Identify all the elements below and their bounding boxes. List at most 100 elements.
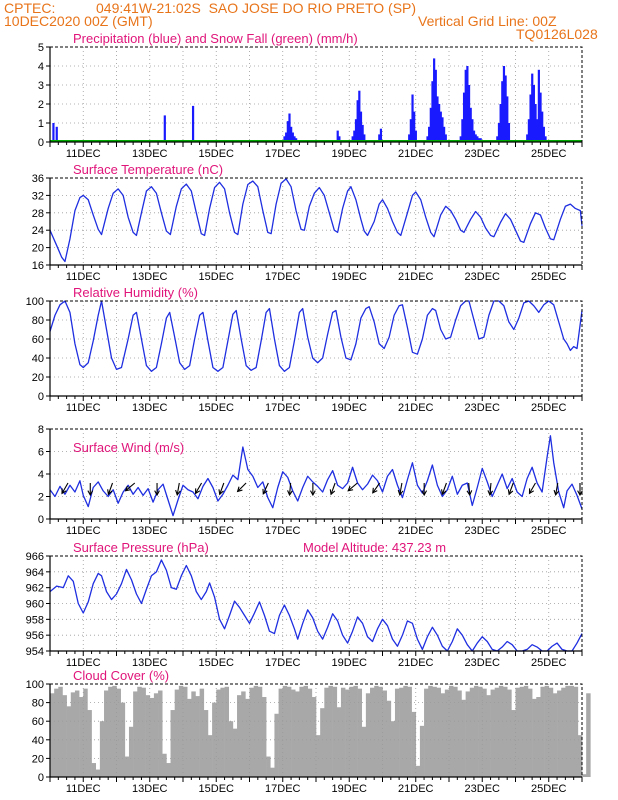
precip-bar (506, 96, 509, 142)
cloud-bar (299, 686, 304, 777)
x-tick-label: 21DEC (398, 657, 434, 669)
precip-bar (537, 69, 540, 142)
y-tick-label: 8 (38, 424, 44, 436)
wind-arrow (194, 482, 203, 495)
y-tick-label: 0 (38, 391, 44, 403)
x-tick-label: 21DEC (398, 271, 434, 283)
precip-bar (466, 66, 469, 142)
panel-title: Relative Humidity (%) (73, 285, 198, 300)
wind-arrow (329, 482, 336, 496)
precip-bar (467, 85, 471, 142)
x-tick-label: 17DEC (265, 148, 301, 160)
cloud-bar (536, 697, 541, 777)
wind-arrow (421, 482, 428, 497)
cloud-bar (349, 686, 354, 777)
wind-arrow-shaft (489, 482, 492, 495)
cloud-bar (99, 721, 105, 777)
wind-arrow (487, 482, 494, 497)
cloud-bar (70, 692, 76, 777)
precip-bar (293, 136, 296, 142)
wind-arrow-shaft (330, 482, 336, 495)
cloud-bar (552, 693, 558, 777)
panel-title: Surface Temperature (nC) (73, 162, 223, 177)
wind-arrow (236, 482, 247, 493)
cloud-bar (199, 688, 205, 777)
cloud-bar (174, 689, 180, 777)
cloud-bar (449, 685, 454, 777)
wind-arrow (553, 482, 560, 496)
cloud-bar (162, 753, 167, 777)
wind-arrow-shaft (289, 482, 292, 495)
wind-arrow-head (218, 489, 224, 496)
precip-bar (532, 85, 535, 142)
precip-bar (441, 117, 444, 142)
precip-bar (363, 134, 366, 142)
wind-arrow (218, 482, 225, 496)
wind-arrow (61, 482, 69, 495)
cloud-bar (153, 693, 159, 777)
panel-4: 954 956 958 960 962 964 966 11DEC 13DEC 15DEC 17DE… (26, 540, 583, 669)
cloud-bar (195, 696, 200, 777)
cloud-bar (220, 687, 225, 777)
x-tick-label: 19DEC (332, 148, 368, 160)
y-tick-label: 100 (26, 679, 44, 691)
y-tick-label: 20 (32, 753, 44, 765)
cloud-bar (141, 687, 146, 777)
x-tick-label: 11DEC (66, 525, 101, 537)
precip-bar (359, 111, 363, 142)
wind-arrow-shaft (237, 482, 247, 492)
wind-arrow (347, 482, 358, 492)
cloud-bar (178, 685, 184, 777)
y-tick-label: 964 (26, 567, 44, 579)
cloud-bar (569, 685, 574, 777)
y-tick-label: 4 (38, 469, 44, 481)
cloud-bar (498, 685, 504, 777)
cloud-bar (473, 685, 479, 777)
cloud-bar (411, 711, 417, 777)
cloud-bar (91, 763, 97, 777)
cloud-bar (403, 685, 408, 777)
precip-bar (526, 134, 529, 142)
cloud-bar (216, 689, 221, 777)
precip-bar (379, 128, 383, 142)
panel-0: 0 1 2 3 4 5 11DEC 13DEC 15DEC 17DEC 19DEC 21DEC 23DE… (38, 31, 583, 160)
cloud-bar (444, 689, 450, 777)
x-tick-label: 15DEC (199, 525, 235, 537)
cloud-bar (303, 685, 308, 777)
y-tick-label: 0 (38, 772, 44, 784)
precip-bar (431, 81, 434, 142)
header-grid-note: Vertical Grid Line: 00Z (418, 13, 557, 29)
cloud-bar (399, 687, 404, 777)
precip-bar (413, 111, 416, 142)
x-tick-label: 15DEC (199, 657, 235, 669)
cloud-bar (124, 756, 130, 777)
cloud-bar (345, 689, 350, 777)
series-line (49, 435, 583, 517)
precip-bar (378, 134, 381, 142)
precip-bar (504, 75, 507, 142)
precip-bar (288, 113, 291, 142)
wind-arrow-head (61, 488, 67, 495)
precip-bar (291, 132, 294, 142)
wind-arrow-head (421, 490, 428, 497)
wind-arrow-head (194, 488, 201, 495)
plot-area (50, 47, 582, 142)
x-tick-label: 17DEC (265, 525, 301, 537)
cloud-bar (257, 686, 263, 777)
cloud-bar (112, 685, 117, 777)
precip-bar (433, 58, 436, 142)
x-tick-label: 19DEC (332, 783, 368, 795)
y-tick-label: 0 (38, 137, 44, 149)
cloud-bar (50, 693, 55, 777)
cloud-bar (453, 686, 458, 777)
x-tick-label: 13DEC (132, 402, 168, 414)
header-location: 049:41W-21:02S SAO JOSE DO RIO PRETO (SP… (96, 0, 417, 16)
y-tick-label: 962 (26, 583, 44, 595)
y-tick-label: 80 (32, 698, 44, 710)
x-tick-label: 11DEC (66, 271, 101, 283)
cloud-bar (79, 697, 84, 777)
x-tick-label: 25DEC (531, 148, 567, 160)
wind-arrow-head (487, 490, 494, 497)
wind-arrow-head (309, 490, 316, 497)
x-tick-label: 19DEC (332, 402, 368, 414)
